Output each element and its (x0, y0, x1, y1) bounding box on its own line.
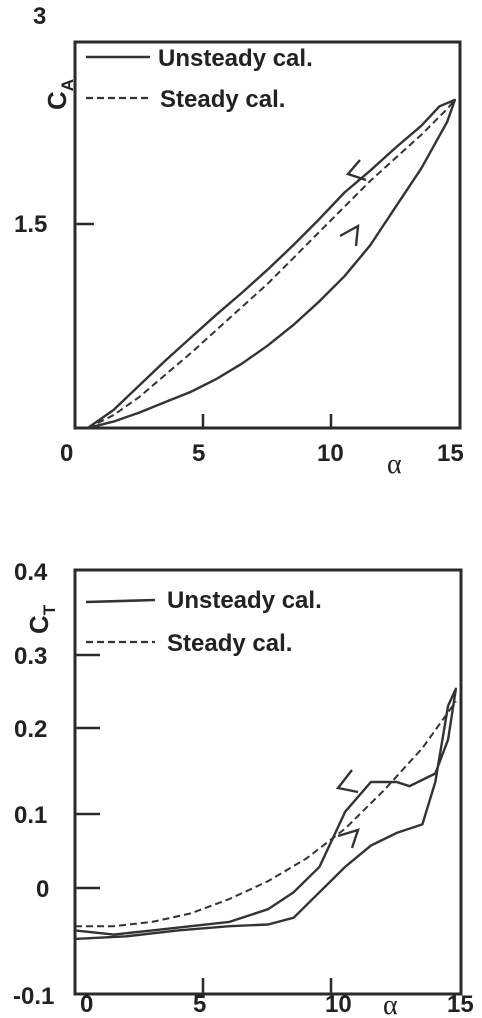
chart-ca-series (87, 98, 457, 430)
chart-ct-series-unsteady (74, 687, 458, 941)
chart-ct-series-steady (75, 700, 457, 928)
chart-ct-ytick-label: 0.4 (14, 559, 48, 586)
chart-ca: 1.5 3 CA 0 5 10 15 α Unsteady cal. Stead… (14, 3, 464, 480)
chart-ct-ylabel-sub: T (40, 604, 59, 615)
chart-ct-ytick-label: 0.2 (14, 716, 47, 743)
chart-ca-xtick-label: 0 (60, 440, 73, 467)
chart-ct-ytick-label: 0.1 (14, 802, 47, 829)
chart-ca-legend-label: Steady cal. (160, 86, 285, 113)
chart-ct: -0.1 0 0.1 0.2 0.3 0.4 CT 0 5 10 15 α Un… (13, 559, 474, 1018)
svg-text:CA: CA (42, 79, 77, 110)
chart-ct-legend-label: Steady cal. (167, 630, 292, 657)
chart-ca-xtick-label: 10 (317, 440, 344, 467)
chart-ct-ytick-label: -0.1 (13, 983, 54, 1010)
chart-ca-xtick-label: 15 (437, 440, 464, 467)
chart-ct-ytick-label: 0 (36, 876, 49, 903)
chart-ct-legend-label: Unsteady cal. (167, 587, 322, 614)
chart-ct-xtick-label: 15 (447, 991, 474, 1018)
chart-ct-up-arrow (337, 828, 360, 849)
chart-ct-ytick-label: 0.3 (14, 643, 47, 670)
chart-ca-legend-label: Unsteady cal. (158, 45, 313, 72)
chart-ca-frame (73, 40, 462, 430)
chart-ca-ytick-label: 1.5 (14, 211, 47, 238)
chart-ct-xtick-label: 5 (193, 991, 206, 1018)
chart-ct-frame (73, 568, 463, 996)
chart-ct-down-arrow (335, 769, 359, 794)
chart-ca-xtick-label: 5 (192, 440, 205, 467)
chart-ca-ytick-label: 3 (33, 3, 46, 30)
chart-ca-down-arrow (345, 159, 367, 182)
svg-text:CT: CT (24, 604, 59, 634)
chart-ca-xlabel: α (387, 449, 402, 480)
chart-ct-xtick-label: 0 (80, 991, 93, 1018)
chart-ct-xlabel: α (383, 990, 398, 1018)
chart-ct-series (74, 687, 458, 941)
chart-ca-series-steady (87, 99, 456, 429)
chart-ca-ylabel-main: C (42, 91, 72, 110)
chart-ca-up-arrow (339, 223, 360, 247)
chart-ct-xtick-label: 10 (325, 991, 352, 1018)
chart-ct-ylabel: CT (24, 604, 59, 634)
chart-ct-legend-solid-swatch (85, 598, 156, 604)
chart-ca-ylabel: CA (42, 79, 77, 110)
chart-ca-series-unsteady (87, 98, 457, 430)
chart-ca-ylabel-sub: A (58, 79, 77, 91)
chart-ct-ylabel-main: C (24, 615, 54, 634)
